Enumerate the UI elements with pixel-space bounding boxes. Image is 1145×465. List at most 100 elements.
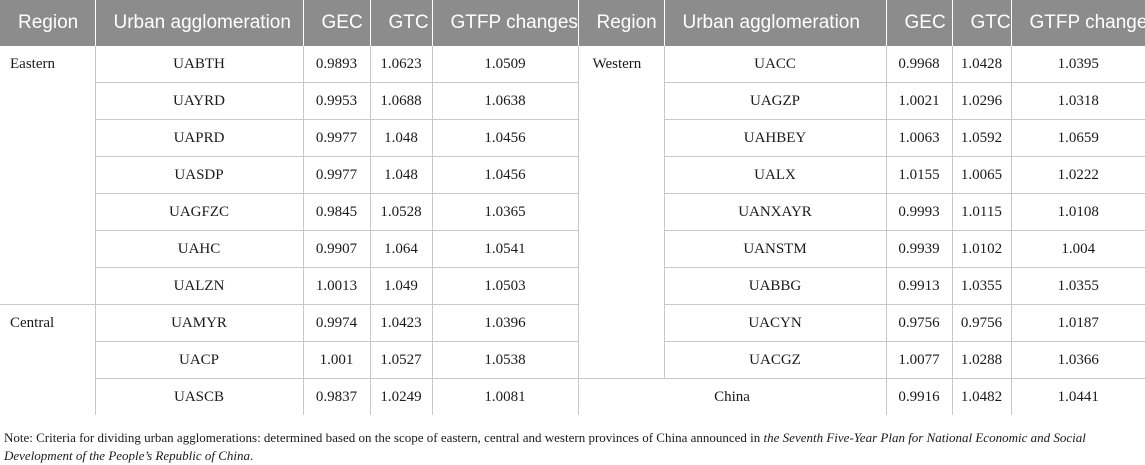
header-region: Region [0,0,96,46]
ua-cell: UACP [95,341,304,379]
gtc-cell: 1.0688 [370,82,433,120]
gec-cell: 0.9837 [303,378,371,415]
table-row: Eastern UABTH 0.9893 1.0623 1.0509 Weste… [0,46,1145,379]
ua-cell: UAGFZC [95,193,304,231]
gtc-cell: 1.064 [370,230,433,268]
ua-cell: UACGZ [664,341,887,379]
header-urban-agglomeration: Urban agglomeration [664,0,887,46]
ua-cell: UACC [664,46,887,83]
gtfp-cell: 1.0541 [432,230,579,268]
gtc-cell: 1.0623 [370,46,433,83]
gtfp-cell: 1.0366 [1011,341,1145,379]
note-plan-title: the Seventh Five-Year Plan for National … [4,430,1086,463]
gtfp-cell: 1.0638 [432,82,579,120]
header-row: Region Urban agglomeration GEC GTC GTFP … [0,0,1145,46]
gtc-cell: 1.0428 [952,46,1012,83]
header-gec: GEC [886,0,953,46]
gec-cell: 1.0013 [303,267,371,305]
gtfp-cell: 1.0222 [1011,156,1145,194]
ua-cell: UANSTM [664,230,887,268]
gtc-cell: 1.049 [370,267,433,305]
gec-cell: 1.0021 [886,82,953,120]
gec-cell: 1.0077 [886,341,953,379]
gtc-cell: 1.048 [370,119,433,157]
gec-cell: 0.9974 [303,304,371,342]
gtfp-cell: 1.0441 [1057,388,1099,405]
region-western: Western [578,46,665,379]
table-row: UACP 1.001 1.0527 1.0538 UACGZ 1.0077 1.… [0,341,1145,379]
gec-cell: 0.9977 [303,156,371,194]
ua-cell: UACYN [664,304,887,342]
ua-cell: UAMYR [95,304,304,342]
gtfp-cell: 1.0503 [432,267,579,305]
gec-cell: 0.9977 [303,119,371,157]
gec-cell: 1.0063 [886,119,953,157]
gec-cell: 0.9913 [886,267,953,305]
table-row: UASDP 0.9977 1.048 1.0456 UALX 1.0155 1.… [0,156,1145,194]
table-row: UAGFZC 0.9845 1.0528 1.0365 UANXAYR 0.99… [0,193,1145,231]
gec-cell: 1.001 [303,341,371,379]
gtfp-cell: 1.0395 [1011,46,1145,83]
gtc-cell: 1.0482 [952,378,1012,415]
header-region: Region [578,0,665,46]
note-end: . [249,448,254,463]
gtfp-cell: 1.004 [1011,230,1145,268]
ua-cell: UABTH [95,46,304,83]
ua-cell: UAHBEY [664,119,887,157]
gtfp-cell: 1.0396 [432,304,579,342]
gtfp-cell: 1.0318 [1011,82,1145,120]
gtfp-cell: 1.0659 [1011,119,1145,157]
table-row: UASCB 0.9837 1.0249 1.0081 China 0.9916 … [0,378,1145,415]
gec-cell: 1.0155 [886,156,953,194]
gtc-cell: 1.0592 [952,119,1012,157]
gec-cell: 0.9756 [886,304,953,342]
gtc-cell: 1.0355 [952,267,1012,305]
gtfp-cell: 1.0081 [432,378,579,415]
gtc-cell: 0.9756 [952,304,1012,342]
ua-cell: UAHC [95,230,304,268]
ua-cell: UAYRD [95,82,304,120]
gtc-cell: 1.0249 [370,378,433,415]
table-row: UALZN 1.0013 1.049 1.0503 UABBG 0.9913 1… [0,267,1145,305]
gtfp-cell: 1.0538 [432,341,579,379]
gtc-cell: 1.0065 [952,156,1012,194]
header-gtfp-changes: GTFP changes [1011,0,1145,46]
table-row: UAYRD 0.9953 1.0688 1.0638 UAGZP 1.0021 … [0,82,1145,120]
gtfp-cell: 1.0187 [1011,304,1145,342]
gec-cell: 0.9953 [303,82,371,120]
gtc-cell: 1.0423 [370,304,433,342]
table-row: UAPRD 0.9977 1.048 1.0456 UAHBEY 1.0063 … [0,119,1145,157]
gec-cell: 0.9968 [886,46,953,83]
header-gtc: GTC [952,0,1012,46]
gtfp-cell: 1.0456 [432,119,579,157]
gtc-cell: 1.0115 [952,193,1012,231]
table-row: Central UAMYR 0.9974 1.0423 1.0396 UACYN… [0,304,1145,415]
header-urban-agglomeration: Urban agglomeration [95,0,304,46]
ua-cell: UANXAYR [664,193,887,231]
china-label: China [578,378,887,415]
header-gtc: GTC [370,0,433,46]
ua-cell: UASDP [95,156,304,194]
gtc-cell: 1.0527 [370,341,433,379]
gtc-cell: 1.0296 [952,82,1012,120]
ua-cell: UASCB [95,378,304,415]
gtfp-cell: 1.0355 [1011,267,1145,305]
gec-cell: 0.9845 [303,193,371,231]
gec-cell: 0.9939 [886,230,953,268]
gtc-cell: 1.0288 [952,341,1012,379]
gec-cell: 0.9993 [886,193,953,231]
table-note: Note: Criteria for dividing urban agglom… [4,429,1140,465]
gtc-cell: 1.048 [370,156,433,194]
header-gtfp-changes: GTFP changes [432,0,579,46]
region-central: Central [0,304,96,415]
ua-cell: UALX [664,156,887,194]
gec-cell: 0.9893 [303,46,371,83]
table-row: UAHC 0.9907 1.064 1.0541 UANSTM 0.9939 1… [0,230,1145,268]
note-text: Note: Criteria for dividing urban agglom… [4,430,764,445]
ua-cell: UALZN [95,267,304,305]
gec-cell: 0.9916 [886,378,953,415]
ua-cell: UAGZP [664,82,887,120]
ua-cell: UAPRD [95,119,304,157]
gtfp-cell: 1.0456 [432,156,579,194]
gtc-cell: 1.0102 [952,230,1012,268]
